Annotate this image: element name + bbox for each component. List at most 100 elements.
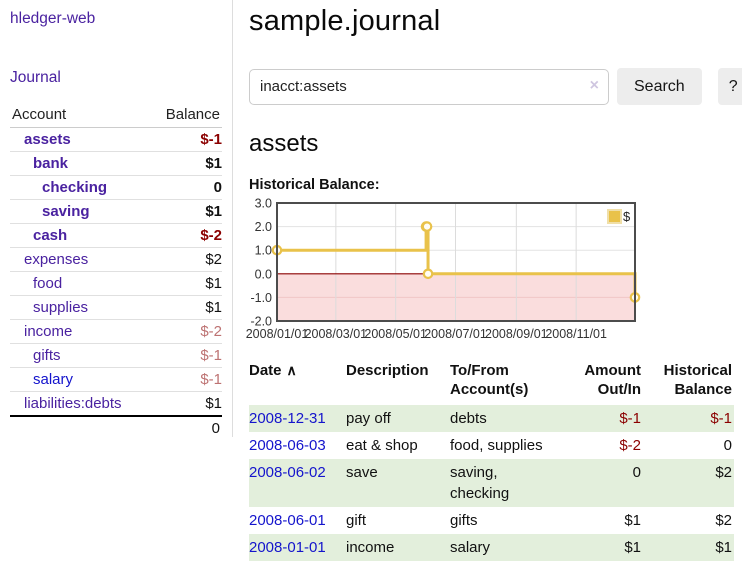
accounts-header-account: Account (12, 106, 67, 123)
transaction-description: pay off (346, 410, 391, 427)
accounts-header-balance: Balance (165, 106, 220, 123)
txn-col-label: To/From Account(s) (450, 362, 529, 398)
transaction-amount: $1 (624, 539, 641, 556)
account-balance: $-1 (200, 347, 222, 364)
transaction-date-link[interactable]: 2008-06-01 (249, 512, 326, 529)
txn-col-label: Description (346, 362, 429, 379)
transaction-balance: $2 (715, 464, 732, 481)
account-link[interactable]: supplies (33, 299, 89, 316)
account-link[interactable]: checking (42, 179, 108, 196)
account-balance: $1 (205, 203, 222, 220)
account-link[interactable]: saving (42, 203, 90, 220)
account-link[interactable]: expenses (24, 251, 89, 268)
transaction-row: 2008-12-31 pay off debts $-1 $-1 (249, 405, 734, 432)
txn-col-header-historical-balance: Historical Balance (643, 359, 734, 405)
transaction-amount: $-1 (619, 410, 641, 427)
account-balance: 0 (213, 179, 222, 196)
svg-text:2008/03/01: 2008/03/01 (305, 327, 368, 341)
transaction-amount: $1 (624, 512, 641, 529)
transaction-description: income (346, 539, 395, 556)
transactions-header-row: Date ∧ Description To/From Account(s) Amount… (249, 359, 734, 405)
account-row: expenses $2 (10, 248, 222, 272)
main-panel: sample.journal × Search ? assets Histori… (233, 0, 742, 582)
txn-col-header-to-from-account-s-: To/From Account(s) (450, 359, 560, 405)
accounts-tbody: assets $-1 bank $1 checking 0 saving $1 cash $-2 e… (10, 128, 222, 416)
sort-ascending-icon: ∧ (286, 362, 297, 378)
account-balance: $-2 (200, 323, 222, 340)
transaction-date-link[interactable]: 2008-06-03 (249, 437, 326, 454)
transaction-accounts: debts (450, 410, 487, 427)
transaction-row: 2008-06-03 eat & shop food, supplies $-2 0 (249, 432, 734, 459)
transaction-date-link[interactable]: 2008-12-31 (249, 410, 326, 427)
account-balance: $1 (205, 395, 222, 412)
account-link[interactable]: assets (24, 131, 71, 148)
accounts-header-row: Account Balance (10, 104, 222, 128)
account-link[interactable]: food (33, 275, 63, 292)
txn-col-header-description: Description (346, 359, 450, 405)
txn-col-label: Date (249, 362, 282, 379)
account-row: bank $1 (10, 152, 222, 176)
account-row: saving $1 (10, 200, 222, 224)
account-row: assets $-1 (10, 128, 222, 152)
account-row: income $-2 (10, 320, 222, 344)
balance-chart-svg: $3.0 2.0 1.0 0.0 -1.0 -2.02008/01/012008/03/0… (246, 197, 641, 341)
svg-text:-1.0: -1.0 (250, 291, 272, 305)
transaction-description: save (346, 464, 378, 481)
transaction-date-link[interactable]: 2008-01-01 (249, 539, 326, 556)
transaction-description: eat & shop (346, 437, 418, 454)
account-balance: $-1 (200, 131, 222, 148)
chart-title: Historical Balance: (249, 177, 380, 193)
search-button[interactable]: Search (617, 68, 702, 105)
svg-text:3.0: 3.0 (255, 197, 272, 211)
transaction-balance: $-1 (710, 410, 732, 427)
account-row: cash $-2 (10, 224, 222, 248)
page-title: sample.journal (249, 5, 441, 37)
transaction-balance: 0 (723, 437, 732, 454)
svg-text:$: $ (623, 209, 631, 224)
transaction-accounts: gifts (450, 512, 478, 529)
clear-search-icon[interactable]: × (589, 76, 599, 94)
svg-text:1.0: 1.0 (255, 244, 272, 258)
sidebar: hledger-web Journal Account Balance asse… (0, 0, 233, 582)
transaction-amount: $-2 (619, 437, 641, 454)
transaction-accounts: food, supplies (450, 437, 543, 454)
sidebar-item-journal[interactable]: Journal (10, 69, 61, 86)
account-balance: $-1 (200, 371, 222, 388)
svg-text:2008/05/01: 2008/05/01 (364, 327, 427, 341)
transaction-row: 2008-01-01 income salary $1 $1 (249, 534, 734, 561)
search-help-button[interactable]: ? (717, 68, 742, 105)
account-link[interactable]: liabilities:debts (24, 395, 122, 412)
account-balance: $1 (205, 275, 222, 292)
transaction-balance: $1 (715, 539, 732, 556)
transactions-tbody: 2008-12-31 pay off debts $-1 $-1 2008-06-03 ea… (249, 405, 734, 561)
account-link[interactable]: income (24, 323, 73, 340)
account-link[interactable]: gifts (33, 347, 61, 364)
txn-col-label: Historical Balance (663, 362, 732, 398)
account-row: food $1 (10, 272, 222, 296)
transaction-amount: 0 (632, 464, 641, 481)
txn-col-header-date[interactable]: Date ∧ (249, 359, 346, 405)
search-form: × Search ? (249, 68, 742, 105)
account-link[interactable]: salary (33, 371, 74, 388)
transaction-description: gift (346, 512, 367, 529)
app-title-link[interactable]: hledger-web (10, 10, 96, 27)
search-input-wrap: × (249, 68, 609, 105)
svg-text:2008/01/01: 2008/01/01 (246, 327, 309, 341)
account-row: liabilities:debts $1 (10, 392, 222, 416)
account-balance: $1 (205, 299, 222, 316)
svg-text:2008/11/01: 2008/11/01 (545, 327, 607, 341)
account-link[interactable]: bank (33, 155, 69, 172)
accounts-total-row: 0 (10, 415, 222, 440)
svg-text:0.0: 0.0 (255, 267, 272, 281)
txn-col-header-amount-out-in: Amount Out/In (560, 359, 643, 405)
svg-text:2008/09/01: 2008/09/01 (485, 327, 548, 341)
transaction-accounts: salary (450, 539, 491, 556)
transaction-date-link[interactable]: 2008-06-02 (249, 464, 326, 481)
search-input[interactable] (249, 68, 609, 105)
transaction-row: 2008-06-01 gift gifts $1 $2 (249, 507, 734, 534)
account-balance: $-2 (200, 227, 222, 244)
svg-text:-2.0: -2.0 (250, 315, 272, 329)
txn-col-label: Amount Out/In (584, 362, 641, 398)
account-link[interactable]: cash (33, 227, 68, 244)
